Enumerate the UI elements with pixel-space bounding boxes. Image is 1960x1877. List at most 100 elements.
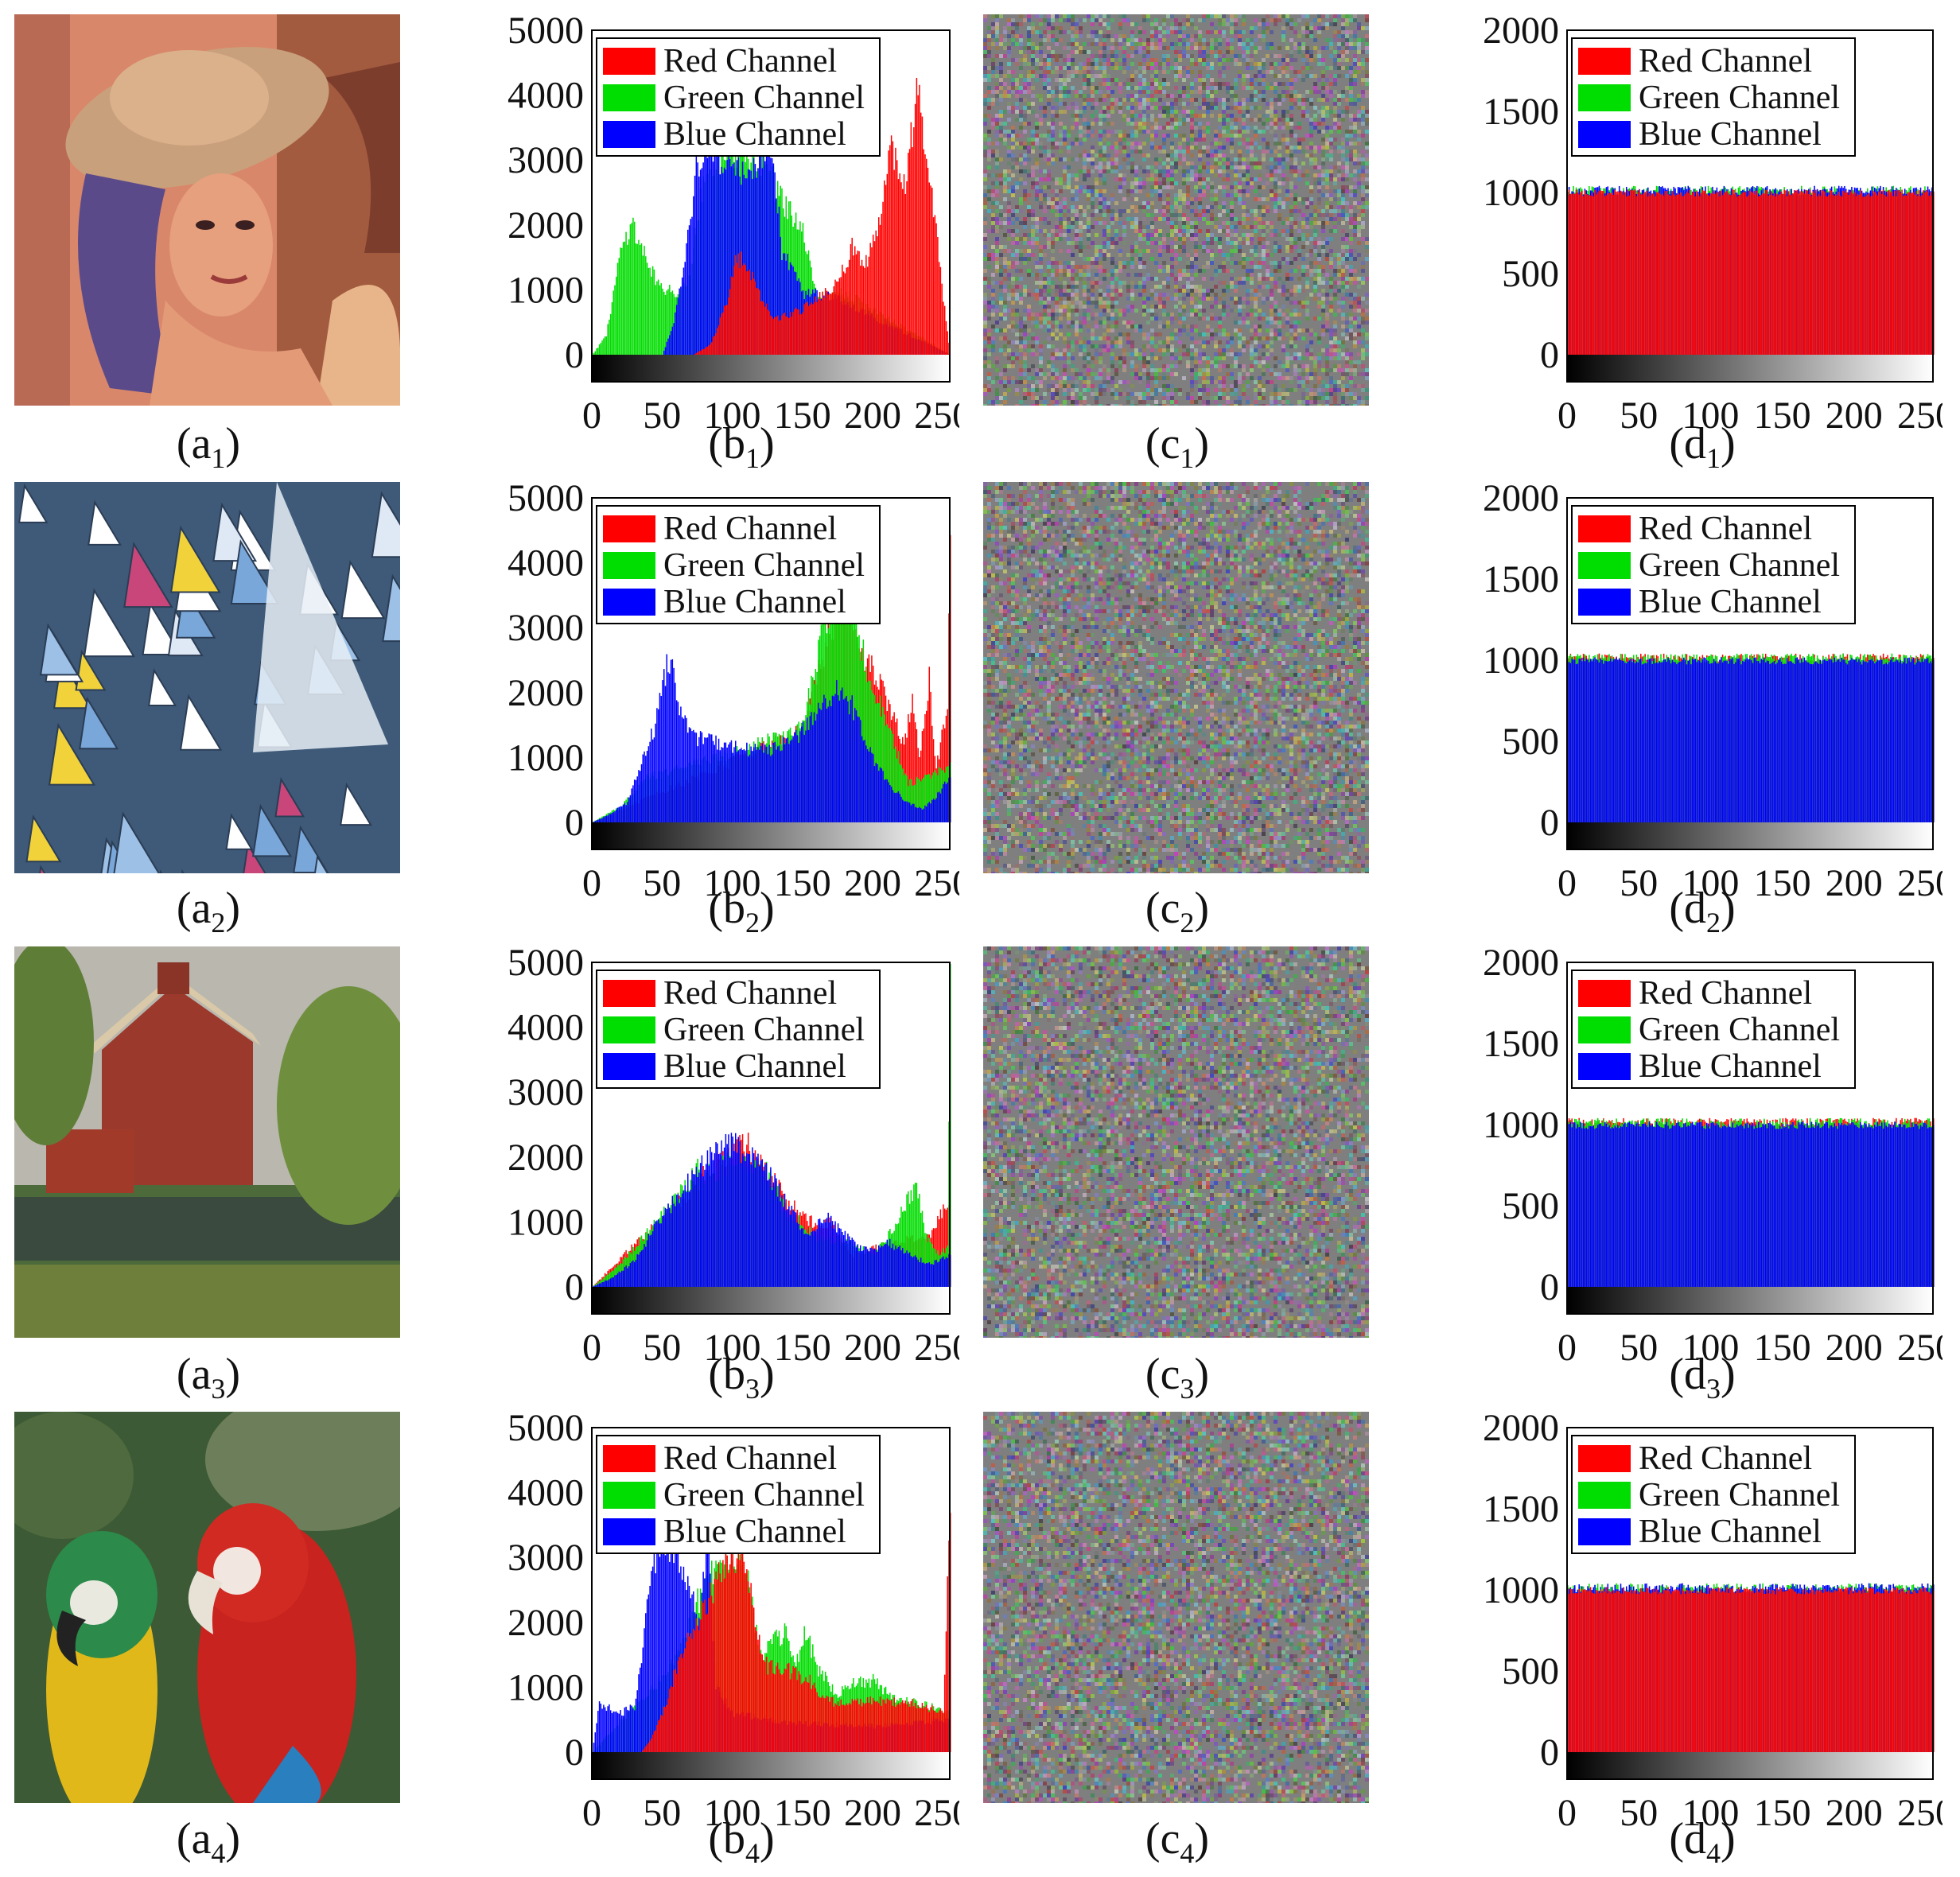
histogram-bar	[1901, 663, 1903, 822]
histogram-bar	[706, 1150, 709, 1287]
histogram-bar	[1653, 1126, 1655, 1287]
histogram-bar	[1861, 193, 1863, 355]
histogram-bar	[850, 243, 852, 355]
histogram-bar	[597, 819, 599, 822]
histogram-bar	[792, 736, 794, 822]
histogram-bar	[629, 1263, 632, 1287]
histogram-bar	[1670, 663, 1672, 822]
histogram-bar	[1621, 191, 1624, 355]
histogram-bar	[896, 160, 898, 355]
histogram-bar	[607, 1706, 609, 1752]
histogram-bar	[711, 149, 713, 355]
histogram-bar	[866, 1249, 869, 1287]
histogram-bar	[752, 278, 755, 355]
histogram-bar	[805, 302, 807, 355]
histogram-bar	[759, 749, 760, 822]
histogram-bar	[881, 213, 883, 355]
histogram-bar	[1684, 1122, 1686, 1287]
histogram-bar	[1787, 661, 1790, 822]
legend-swatch	[1578, 1053, 1631, 1080]
histogram-bar	[718, 324, 720, 355]
histogram-bar	[1928, 196, 1931, 355]
histogram-bar	[1834, 1123, 1836, 1287]
histogram-bar	[746, 742, 748, 822]
histogram-bar	[819, 708, 821, 822]
histogram-bar	[879, 767, 881, 822]
histogram-bar	[1787, 196, 1788, 355]
histogram-bar	[1643, 192, 1645, 355]
histogram-bar	[733, 747, 735, 822]
panel-caption: (a3)	[89, 1350, 328, 1413]
histogram-bar	[1596, 1128, 1597, 1287]
histogram-bar	[715, 332, 717, 355]
histogram-bar	[889, 784, 891, 822]
histogram-bar	[1604, 196, 1606, 355]
histogram-bar	[648, 1233, 650, 1287]
histogram-bar	[1896, 1126, 1897, 1287]
histogram-bar	[607, 324, 609, 355]
histogram-bar	[1616, 1127, 1617, 1287]
histogram-bar	[739, 268, 741, 355]
legend-entry: Red Channel	[1639, 975, 1812, 1012]
histogram-bar	[754, 282, 756, 355]
histogram-bar	[770, 157, 772, 355]
histogram-bar	[861, 259, 863, 355]
histogram-bar	[823, 694, 825, 822]
histogram-bar	[698, 351, 700, 355]
histogram-bar	[1787, 191, 1790, 355]
histogram-bar	[682, 267, 685, 355]
histogram-bar	[1914, 664, 1916, 822]
histogram-bar	[1669, 659, 1670, 822]
histogram-bar	[1783, 189, 1785, 355]
histogram-bar	[855, 710, 858, 822]
histogram-bar	[1627, 661, 1629, 822]
histogram-bar	[1914, 194, 1916, 355]
histogram-bar	[671, 1195, 674, 1287]
histogram-bar	[1794, 663, 1795, 822]
histogram-b2: 010002000300040005000050100150200250Red …	[508, 477, 971, 904]
histogram-bar	[884, 180, 885, 355]
histogram-bar	[1762, 193, 1764, 355]
histogram-bar	[664, 1207, 667, 1287]
histogram-bar	[1573, 659, 1574, 822]
histogram-bar	[1851, 190, 1853, 355]
histogram-bar	[638, 770, 640, 822]
histogram-bar	[1657, 191, 1659, 355]
histogram-bar	[760, 1160, 762, 1287]
histogram-bar	[1714, 193, 1717, 355]
histogram-bar	[1762, 659, 1764, 822]
histogram-bar	[1858, 194, 1860, 355]
histogram-bar	[776, 746, 779, 822]
histogram-bar	[649, 741, 651, 822]
histogram-bar	[1809, 1128, 1811, 1287]
histogram-bar	[896, 792, 898, 822]
histogram-bar	[642, 255, 644, 355]
histogram-bar	[1865, 196, 1867, 355]
histogram-bar	[627, 1268, 628, 1287]
histogram-bar	[1792, 193, 1794, 355]
histogram-bar	[888, 1246, 889, 1287]
histogram-bar	[695, 352, 698, 355]
histogram-bar	[1723, 660, 1725, 822]
histogram-bar	[764, 306, 766, 355]
legend-swatch	[603, 552, 655, 579]
histogram-bar	[800, 313, 803, 355]
caption-subscript: 3	[1180, 1373, 1194, 1405]
histogram-bar	[1717, 191, 1719, 355]
histogram-bar	[680, 1197, 682, 1287]
y-tick-label: 500	[1502, 1185, 1559, 1227]
histogram-bar	[657, 709, 659, 822]
histogram-bar	[847, 1234, 849, 1287]
histogram-bar	[719, 174, 721, 355]
x-tick-label: 100	[1682, 862, 1739, 904]
histogram-bar	[682, 1190, 685, 1287]
histogram-bar	[853, 255, 854, 355]
caption-letter: a	[192, 1350, 212, 1399]
histogram-bar	[840, 690, 842, 822]
histogram-bar	[673, 323, 675, 355]
histogram-bar	[622, 804, 624, 822]
histogram-bar	[1604, 660, 1606, 822]
histogram-bar	[1808, 1127, 1810, 1287]
histogram-bar	[1776, 1129, 1778, 1287]
histogram-bar	[687, 1173, 689, 1287]
